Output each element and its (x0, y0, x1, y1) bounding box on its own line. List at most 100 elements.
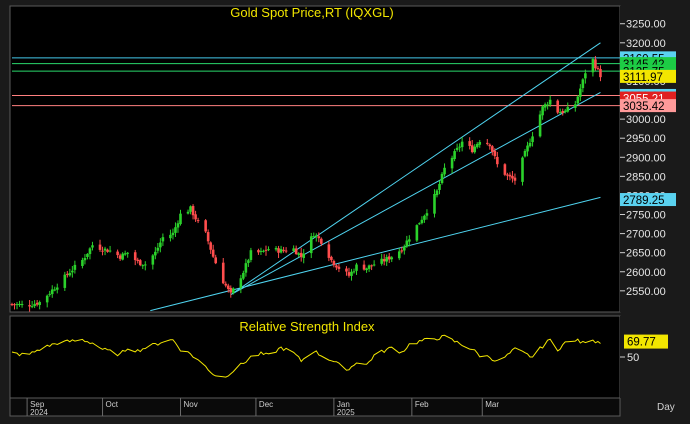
candle-body (362, 264, 366, 270)
candle-body (415, 225, 419, 241)
candle-body (294, 248, 298, 255)
up-candle (38, 300, 41, 310)
down-candle (508, 172, 512, 181)
up-candle (50, 285, 54, 298)
up-candle (548, 95, 552, 107)
up-candle (55, 283, 59, 294)
down-candle (257, 248, 260, 255)
candle-body (460, 141, 464, 148)
candle-body (372, 264, 376, 266)
down-candle (13, 303, 16, 310)
price-tick-label: 3250.00 (626, 19, 666, 31)
down-candle (468, 137, 471, 150)
candle-body (35, 302, 39, 305)
up-candle (174, 222, 177, 237)
price-tick-label: 2900.00 (626, 152, 666, 164)
candle-body (151, 255, 155, 265)
candle-body (488, 144, 492, 147)
down-candle (229, 285, 233, 298)
up-candle (453, 148, 456, 162)
up-candle (15, 302, 19, 310)
down-candle (387, 253, 391, 263)
candle-body (214, 257, 217, 264)
up-candle (460, 137, 464, 152)
candle-body (71, 270, 74, 273)
down-candle (488, 143, 492, 150)
down-candle (211, 244, 215, 258)
price-tick-label: 2650.00 (626, 248, 666, 260)
month-label: Dec (259, 400, 273, 409)
down-candle (118, 253, 122, 261)
candle-body (33, 303, 36, 307)
candle-body (194, 214, 197, 220)
down-candle (337, 263, 341, 273)
candle-body (584, 73, 587, 79)
down-candle (370, 264, 373, 271)
candle-body (116, 251, 119, 256)
candle-body (546, 104, 549, 106)
candle-body (68, 273, 72, 276)
up-candle (297, 252, 300, 258)
up-candle (30, 300, 34, 309)
candle-body (118, 255, 122, 259)
candle-body (196, 220, 200, 222)
up-candle (385, 254, 389, 266)
up-candle (259, 247, 263, 255)
up-candle (538, 110, 542, 138)
rsi-value-label: 69.77 (627, 337, 656, 349)
candle-body (297, 253, 300, 255)
up-candle (581, 78, 585, 93)
candle-body (257, 250, 260, 253)
down-candle (491, 145, 494, 156)
candle-body (556, 100, 560, 113)
up-candle (91, 241, 94, 251)
candle-body (352, 271, 356, 273)
up-candle (405, 235, 409, 248)
down-candle (196, 217, 200, 224)
up-candle (423, 214, 426, 223)
candle-body (435, 190, 439, 196)
candle-body (121, 253, 124, 260)
candle-body (543, 104, 547, 108)
candle-body (355, 264, 358, 271)
up-candle (579, 84, 582, 102)
candle-body (503, 164, 507, 175)
up-candle (543, 102, 547, 112)
candle-body (408, 239, 411, 242)
up-candle (186, 209, 190, 215)
candle-body (418, 223, 421, 225)
candle-body (13, 304, 16, 306)
candle-body (541, 106, 544, 116)
candle-body (317, 236, 321, 239)
price-tick-label: 3200.00 (626, 38, 666, 50)
up-candle (314, 233, 318, 242)
candle-body (141, 265, 145, 267)
price-tick-label: 2850.00 (626, 171, 666, 183)
candle-body (81, 260, 84, 266)
candle-body (38, 302, 41, 306)
candle-body (400, 250, 404, 252)
up-candle (176, 220, 180, 233)
up-candle (20, 300, 24, 308)
down-candle (116, 249, 119, 259)
candle-body (133, 252, 137, 261)
candle-body (473, 146, 477, 153)
candle-body (387, 256, 391, 260)
rsi-tick-label: 50 (627, 352, 639, 364)
up-candle (576, 95, 580, 105)
candle-body (350, 271, 353, 276)
down-candle (224, 281, 228, 288)
up-candle (83, 254, 87, 265)
price-level-label: 3035.42 (623, 101, 665, 113)
down-candle (204, 219, 207, 233)
candle-body (485, 142, 489, 144)
trendline (150, 196, 601, 312)
candle-body (206, 232, 210, 242)
candle-body (186, 211, 190, 214)
down-candle (513, 173, 517, 185)
down-candle (35, 300, 39, 307)
candle-body (513, 177, 517, 181)
candle-body (20, 304, 24, 306)
up-candle (563, 108, 567, 114)
